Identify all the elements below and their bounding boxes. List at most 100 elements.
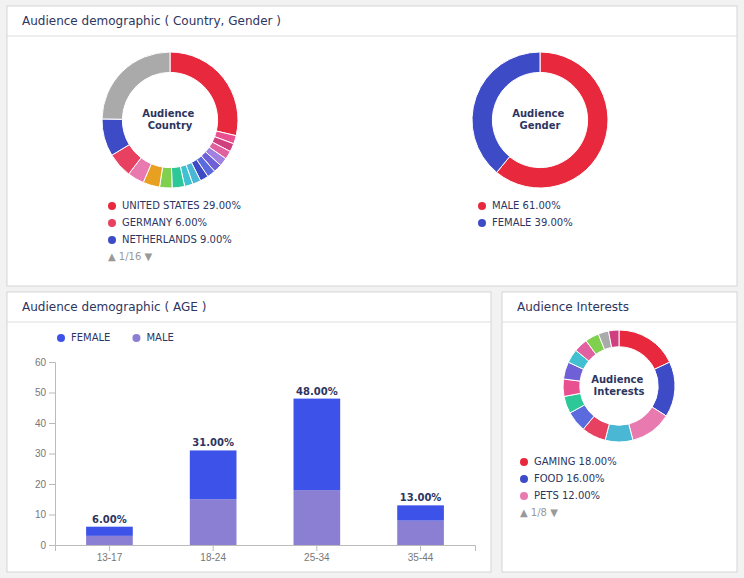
slice [619, 330, 670, 369]
x-tick-mark [316, 545, 317, 551]
dashboard: Audience demographic ( Country, Gender )… [0, 0, 744, 578]
bar-segment [86, 536, 133, 545]
slice [171, 166, 184, 187]
center-label: Audience Interests [591, 371, 647, 397]
text-line: Audience [591, 374, 643, 385]
text-line: Country [148, 120, 193, 131]
slice [609, 330, 619, 347]
y-tick-label: 50 [35, 387, 47, 398]
slice [102, 119, 129, 155]
total-label: 6.00% [92, 514, 127, 525]
legend-item: MALE 61.00% [478, 200, 561, 211]
legend-label: NETHERLANDS 9.00% [122, 234, 232, 245]
bar-segment [294, 490, 341, 545]
legend-item: MALE [132, 332, 173, 343]
x-tick: 13-17 [97, 545, 123, 563]
y-tick: 20 [35, 479, 55, 490]
panel-title: Audience demographic ( Country, Gender ) [22, 14, 281, 28]
x-tick-mark [420, 545, 421, 551]
pagination: ▲ 1/16 ▼ [108, 251, 153, 262]
bar-segment [294, 399, 341, 491]
legend-swatch [108, 202, 116, 210]
bars [86, 399, 444, 545]
legend-swatch [57, 334, 65, 342]
legend-item: FEMALE 39.00% [478, 217, 573, 228]
donut-chart: Audience Interests GAMING 18.00%FOOD 16.0… [520, 330, 675, 518]
y-tick: 60 [35, 357, 55, 368]
slice [563, 379, 580, 397]
y-tick-label: 30 [35, 448, 47, 459]
panel-separator [7, 322, 491, 323]
center-label: Audience Gender [512, 105, 568, 131]
legend-item: GAMING 18.00% [520, 456, 617, 467]
donut-chart: Audience Country UNITED STATES 29.00% GERM… [102, 52, 241, 262]
legend-swatch [520, 492, 528, 500]
legend-label: GERMANY 6.00% [122, 217, 207, 228]
legend-label: MALE [146, 332, 173, 343]
text-line: Gender [520, 120, 561, 131]
total-label: 13.00% [400, 492, 442, 503]
legend-label: UNITED STATES 29.00% [122, 200, 241, 211]
x-tick-label: 35-44 [408, 552, 434, 563]
x-tick-label: 18-24 [200, 552, 226, 563]
x-tick: 25-34 [304, 545, 330, 563]
panel-separator [7, 36, 737, 37]
legend-item: GERMANY 6.00% [108, 217, 207, 228]
x-tick: 35-44 [408, 545, 434, 563]
legend-swatch [478, 202, 486, 210]
y-tick: 50 [35, 387, 55, 398]
x-tick-mark [213, 545, 214, 551]
panel-separator [502, 322, 737, 323]
bar-segment [86, 527, 133, 536]
legend-item: PETS 12.00% [520, 490, 600, 501]
donut-chart: Audience Gender MALE 61.00% FEMALE 39.00% [472, 52, 608, 228]
legend-swatch [132, 334, 140, 342]
bar-segment [397, 505, 444, 520]
text-line: Interests [594, 386, 645, 397]
panel [7, 292, 491, 572]
legend-swatch [520, 458, 528, 466]
slices [563, 330, 675, 442]
legend-label: PETS 12.00% [534, 490, 600, 501]
panel [502, 292, 737, 572]
bar-segment [190, 499, 237, 545]
legend-label: MALE 61.00% [492, 200, 561, 211]
panel-title: Audience Interests [517, 300, 629, 314]
y-tick-mark [49, 484, 55, 485]
y-tick-mark [49, 515, 55, 516]
legend-swatch [108, 219, 116, 227]
y-tick-mark [49, 423, 55, 424]
legend-item: FEMALE [57, 332, 110, 343]
bar-chart: 010203040506013-1718-2425-3435-446.00%31… [35, 332, 476, 563]
legend: FEMALE MALE [57, 332, 174, 343]
y-tick-mark [49, 362, 55, 363]
legend-swatch [520, 475, 528, 483]
y-axis-line [49, 363, 56, 546]
legend-swatch [108, 236, 116, 244]
legend-label: FEMALE [71, 332, 110, 343]
center-label: Audience Country [142, 105, 198, 131]
bar-segment [397, 521, 444, 545]
total-label: 31.00% [192, 437, 234, 448]
bar-segment [190, 450, 237, 499]
y-tick-label: 10 [35, 509, 47, 520]
background [0, 0, 744, 578]
y-tick-label: 0 [40, 540, 46, 551]
x-tick-mark [109, 545, 110, 551]
y-tick: 0 [40, 540, 55, 551]
slices [472, 52, 608, 188]
x-tick-label: 13-17 [97, 552, 123, 563]
legend-label: GAMING 18.00% [534, 456, 617, 467]
slice [652, 362, 675, 416]
y-tick: 30 [35, 448, 55, 459]
text-line: Audience [512, 108, 564, 119]
y-tick-mark [49, 545, 55, 546]
legend: GAMING 18.00%FOOD 16.00%PETS 12.00% [520, 456, 617, 501]
legend: UNITED STATES 29.00% GERMANY 6.00% NETHERL… [108, 200, 241, 245]
legend-item: NETHERLANDS 9.00% [108, 234, 232, 245]
panel-title: Audience demographic ( AGE ) [22, 300, 206, 314]
legend-swatch [478, 219, 486, 227]
slices [102, 52, 238, 188]
x-axis-line [56, 546, 476, 552]
y-tick-label: 60 [35, 357, 47, 368]
